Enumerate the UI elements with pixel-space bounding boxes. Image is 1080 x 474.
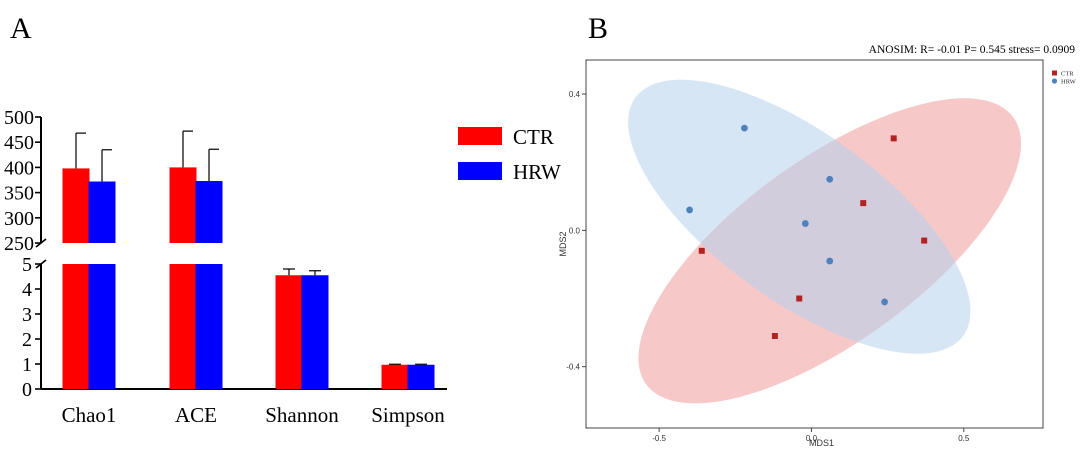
y-tick-label: 2 (22, 329, 32, 351)
bar (195, 264, 223, 389)
y-tick-label: 400 (4, 157, 34, 179)
legend-label: CTR (513, 125, 554, 149)
y-tick-label: 0.4 (569, 90, 581, 99)
bar (62, 168, 90, 243)
y-tick-label: 450 (4, 132, 34, 154)
x-tick-label: ACE (175, 403, 217, 427)
panel-b-label: B (588, 12, 608, 45)
bar (169, 264, 197, 389)
x-axis-label: MDS1 (809, 438, 834, 448)
ctr-point (860, 200, 867, 207)
legend-marker (1052, 70, 1057, 76)
hrw-point (881, 298, 888, 306)
x-tick-label: Shannon (265, 403, 339, 427)
ctr-point (890, 135, 897, 142)
ctr-point (771, 333, 778, 339)
legend-swatch (458, 127, 502, 145)
bar (88, 181, 116, 243)
plot-frame (585, 59, 1044, 429)
y-axis-label: MDS2 (558, 231, 568, 256)
bar (62, 264, 90, 389)
y-tick-label: 350 (4, 183, 34, 205)
bar (195, 181, 223, 243)
hrw-point (741, 124, 748, 132)
y-tick-label: 1 (22, 354, 32, 376)
legend-label: CTR (1061, 71, 1074, 78)
hrw-ellipse (628, 79, 971, 354)
hrw-point (826, 175, 834, 183)
y-tick-label: 250 (4, 233, 34, 255)
bar (88, 264, 116, 389)
panel-a-label: A (10, 12, 32, 45)
x-tick-label: Chao1 (62, 403, 117, 427)
ctr-point (698, 247, 705, 254)
x-tick-label: Simpson (371, 403, 445, 427)
x-tick-label: 0.0 (806, 434, 818, 443)
y-tick-label: 4 (22, 279, 32, 301)
y-tick-label: 0 (22, 379, 32, 401)
bar (169, 167, 197, 243)
legend-label: HRW (1061, 79, 1077, 86)
x-tick-label: -0.5 (652, 434, 666, 443)
ctr-point (921, 237, 928, 244)
x-tick-label: 0.5 (958, 434, 970, 443)
y-tick-label: -0.4 (566, 363, 580, 372)
y-tick-label: 3 (22, 304, 32, 326)
ctr-point (796, 295, 803, 302)
bar (407, 364, 435, 389)
legend-swatch (458, 162, 502, 180)
bar (301, 275, 329, 389)
hrw-point (801, 220, 809, 227)
y-tick-label: 0.0 (569, 226, 581, 235)
legend-label: HRW (513, 160, 561, 184)
bar (275, 275, 303, 389)
y-tick-label: 5 (22, 254, 32, 276)
bar (381, 364, 409, 389)
hrw-point (686, 206, 693, 214)
legend-marker (1051, 78, 1058, 84)
chart-title: ANOSIM: R= -0.01 P= 0.545 stress= 0.0909 (869, 44, 1076, 56)
y-tick-label: 300 (4, 208, 34, 230)
hrw-point (826, 257, 834, 265)
y-tick-label: 500 (4, 107, 34, 129)
